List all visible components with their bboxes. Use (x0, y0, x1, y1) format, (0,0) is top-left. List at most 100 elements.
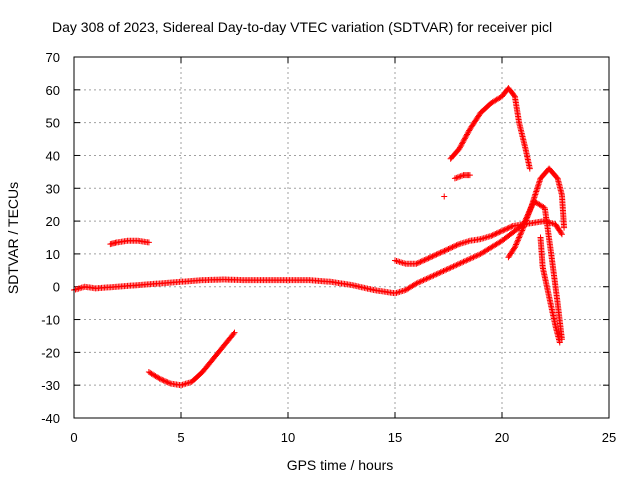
data-point (453, 174, 460, 181)
data-point (461, 258, 468, 265)
data-point (526, 208, 533, 215)
data-point (421, 276, 428, 283)
data-point (513, 241, 520, 248)
data-point (461, 135, 468, 142)
plot-frame (73, 56, 610, 419)
data-point (456, 173, 463, 180)
data-point (413, 280, 420, 287)
data-point (469, 254, 476, 261)
data-point (429, 273, 436, 280)
data-point (464, 256, 471, 263)
series-4 (392, 218, 565, 267)
data-point (456, 260, 463, 267)
data-point (518, 228, 525, 235)
data-point (456, 144, 463, 151)
data-point (464, 131, 471, 138)
data-point (165, 379, 172, 386)
series-3 (145, 329, 238, 389)
data-point (459, 140, 466, 147)
data-point (420, 277, 427, 284)
y-axis-label: SDTVAR / TECUs (5, 182, 21, 294)
data-point (499, 227, 505, 234)
data-point (456, 145, 463, 152)
data-point (159, 376, 166, 383)
data-point (430, 272, 437, 279)
y-tick-label: 40 (46, 148, 60, 163)
data-point (511, 245, 518, 252)
data-point (454, 261, 461, 268)
data-point (471, 253, 478, 260)
data-point (448, 244, 455, 251)
data-point (494, 229, 501, 236)
data-point (440, 267, 447, 274)
data-point (417, 258, 424, 265)
data-point (430, 252, 437, 259)
data-point (457, 143, 464, 150)
data-point (490, 231, 497, 238)
data-point (442, 247, 449, 254)
y-tick-label: 0 (53, 280, 60, 295)
data-point (450, 243, 457, 250)
data-point (459, 139, 466, 146)
data-point (446, 245, 453, 252)
data-point (427, 273, 434, 280)
data-point (517, 230, 524, 237)
data-point (519, 227, 526, 234)
data-point (440, 248, 447, 255)
x-tick-label: 0 (70, 430, 77, 445)
data-point (460, 258, 467, 265)
x-tick-label: 20 (495, 430, 509, 445)
data-point (500, 227, 507, 234)
data-point (417, 278, 424, 285)
y-tick-label: 60 (46, 83, 60, 98)
data-point (414, 279, 421, 286)
data-point (528, 203, 535, 210)
data-point (156, 375, 163, 382)
data-point (497, 228, 504, 235)
data-point (426, 254, 433, 261)
y-tick-label: 10 (46, 247, 60, 262)
y-tick-label: -30 (41, 378, 60, 393)
series-6 (451, 172, 473, 182)
data-point (163, 378, 170, 385)
data-point (523, 217, 530, 224)
data-point (524, 213, 531, 220)
data-point (466, 256, 473, 263)
data-point (451, 175, 458, 182)
data-point (414, 260, 421, 267)
series-5 (441, 193, 448, 200)
data-point (155, 374, 162, 381)
data-point (424, 255, 431, 262)
data-point (513, 240, 520, 247)
data-point (429, 253, 436, 260)
data-point (553, 174, 560, 181)
data-point (496, 229, 503, 236)
data-point (164, 379, 171, 386)
data-point (501, 226, 508, 233)
data-point (444, 246, 451, 253)
data-point (449, 244, 456, 251)
data-point (424, 275, 431, 282)
data-point (422, 256, 429, 263)
x-tick-label: 5 (177, 430, 184, 445)
data-point (436, 269, 443, 276)
data-point (428, 253, 435, 260)
x-tick-label: 15 (388, 430, 402, 445)
y-tick-label: -20 (41, 345, 60, 360)
data-point (454, 241, 461, 248)
data-point (416, 279, 423, 286)
x-tick-label: 10 (281, 430, 295, 445)
data-point (522, 220, 529, 227)
data-point (489, 232, 496, 239)
series-8 (505, 165, 568, 261)
data-point (526, 207, 533, 214)
data-point (463, 257, 470, 264)
data-point (231, 329, 238, 336)
data-point (432, 252, 439, 259)
data-point (420, 257, 427, 264)
data-point (527, 205, 534, 212)
data-point (525, 211, 532, 218)
data-point (520, 223, 527, 230)
data-point (462, 134, 469, 141)
